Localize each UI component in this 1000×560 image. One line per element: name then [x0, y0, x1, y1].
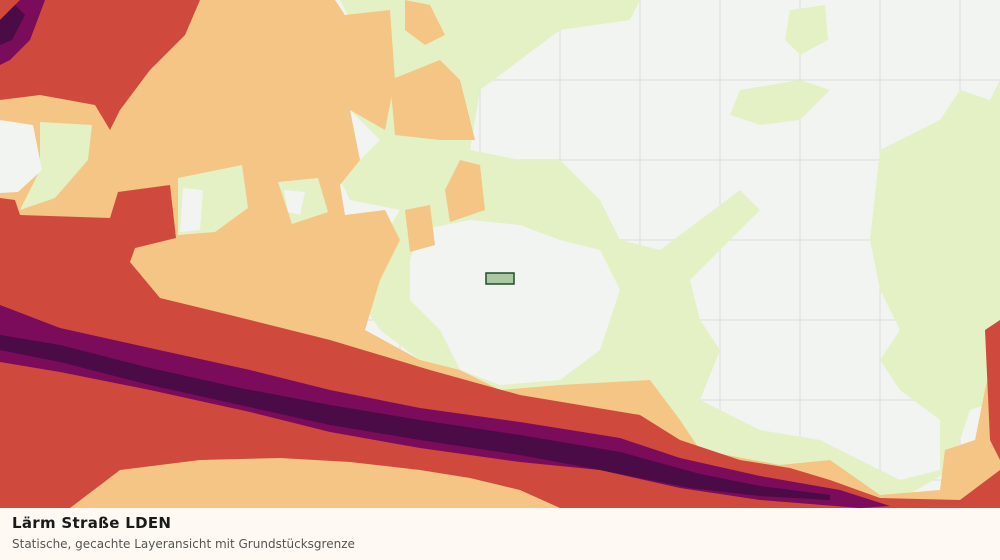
layer-title: Lärm Straße LDEN: [12, 514, 172, 532]
noise-zone-medium: [70, 458, 560, 508]
parcel-boundary[interactable]: [485, 272, 515, 285]
layer-subtitle: Statische, gecachte Layeransicht mit Gru…: [12, 537, 355, 551]
noise-zone-high: [0, 0, 1000, 508]
legend-footer: Lärm Straße LDEN Statische, gecachte Lay…: [0, 508, 1000, 560]
noise-zone-extreme: [0, 5, 830, 500]
no-noise-area: [0, 120, 305, 232]
